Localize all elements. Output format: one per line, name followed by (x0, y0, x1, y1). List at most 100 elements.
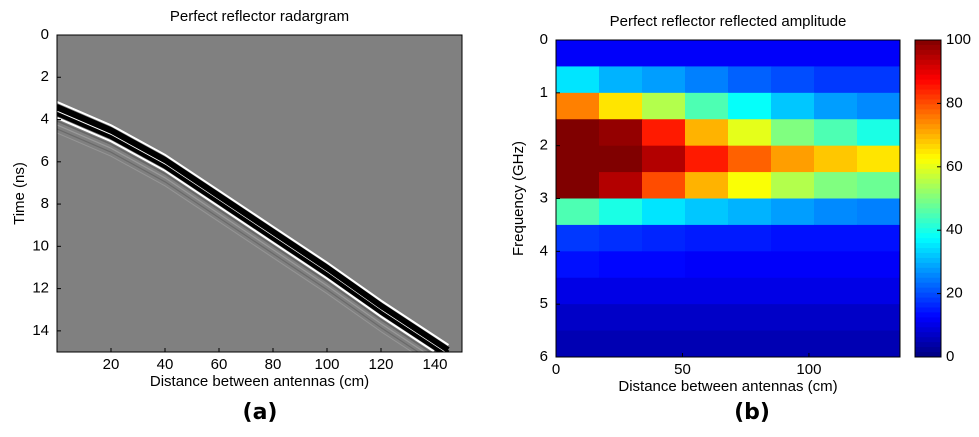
heat-cell (771, 92, 815, 120)
colorbar-step (915, 287, 941, 294)
y-tick-label: 6 (41, 153, 49, 170)
colorbar-step (915, 153, 941, 160)
y-tick-label: 2 (540, 137, 548, 154)
colorbar-step (915, 317, 941, 323)
heat-cell (857, 119, 901, 147)
colorbar-step (915, 322, 941, 328)
colorbar-step (915, 74, 941, 81)
colorbar-step (915, 302, 941, 308)
heat-cell (556, 145, 600, 173)
colorbar-step (915, 94, 941, 100)
heat-cell (685, 330, 729, 358)
heat-cell (642, 40, 686, 67)
reflection-band (57, 128, 420, 352)
heat-cell (599, 172, 643, 199)
heat-cell (857, 40, 901, 67)
image-background (57, 35, 462, 352)
heat-cell (556, 172, 600, 199)
heat-cell (857, 277, 901, 305)
colorbar-step (915, 40, 941, 46)
heat-cell (857, 251, 901, 279)
colorbar-step (915, 89, 941, 95)
reflection-band (57, 117, 437, 352)
heat-cell (857, 224, 901, 252)
heat-cell (642, 198, 686, 226)
heat-cell (599, 92, 643, 120)
heat-cell (685, 277, 729, 305)
colorbar-step (915, 144, 941, 150)
reflection-band (57, 124, 426, 352)
colorbar-step (915, 342, 941, 348)
colorbar-step (915, 248, 941, 254)
heat-cell (642, 330, 686, 358)
y-tick-label: 1 (540, 84, 548, 101)
heat-cell (685, 198, 729, 226)
colorbar-step (915, 292, 941, 299)
reflection-band (57, 132, 413, 352)
heat-cell (728, 277, 772, 305)
y-tick-label: 6 (540, 348, 548, 365)
x-tick-label: 50 (674, 361, 691, 378)
colorbar-step (915, 332, 941, 338)
y-tick-label: 14 (32, 322, 49, 339)
colorbar-step (915, 139, 941, 145)
colorbar-step (915, 188, 941, 195)
heat-cell (556, 40, 600, 67)
colorbar-step (915, 148, 941, 155)
colorbar-step (915, 158, 941, 165)
heat-cell (771, 330, 815, 358)
heat-cell (857, 66, 901, 94)
colorbar-step (915, 99, 941, 105)
heat-cell (814, 198, 858, 226)
reflection-band (57, 104, 450, 351)
chart-title: Perfect reflector reflected amplitude (610, 13, 847, 30)
colorbar-step (915, 267, 941, 274)
y-tick-label: 12 (32, 280, 49, 297)
heat-cell (814, 119, 858, 147)
y-tick-label: 2 (41, 68, 49, 85)
heat-cell (599, 66, 643, 94)
colorbar-step (915, 327, 941, 333)
y-tick-label: 8 (41, 195, 49, 212)
heat-cell (599, 330, 643, 358)
heat-cell (685, 145, 729, 173)
colorbar-step (915, 163, 941, 170)
heat-cell (771, 304, 815, 332)
x-tick-label: 40 (157, 356, 174, 373)
x-tick-label: 140 (422, 356, 447, 373)
colorbar-step (915, 347, 941, 353)
heat-cell (814, 251, 858, 279)
reflection-band (57, 112, 445, 352)
axes-frame (56, 34, 463, 353)
heat-cell (814, 330, 858, 358)
heat-cell (642, 119, 686, 147)
colorbar-step (915, 262, 941, 269)
heat-cell (685, 119, 729, 147)
y-tick-label: 4 (41, 111, 49, 128)
heat-cell (599, 145, 643, 173)
colorbar-step (915, 168, 941, 175)
colorbar-step (915, 109, 941, 115)
colorbar-tick-label: 40 (946, 221, 963, 238)
heat-cell (599, 277, 643, 305)
heat-cell (814, 277, 858, 305)
heat-cell (599, 198, 643, 226)
colorbar-step (915, 272, 941, 279)
colorbar-step (915, 233, 941, 239)
heat-cell (556, 224, 600, 252)
colorbar-step (915, 252, 941, 259)
reflection-band (57, 101, 450, 346)
colorbar-frame (914, 39, 942, 358)
chart-title: Perfect reflector radargram (170, 8, 349, 25)
heat-cell (857, 145, 901, 173)
y-tick-label: 4 (540, 242, 548, 259)
heat-cell (642, 92, 686, 120)
heat-cell (599, 251, 643, 279)
colorbar-step (915, 114, 941, 120)
reflection-band (57, 120, 432, 352)
y-tick-label: 0 (540, 31, 548, 48)
heat-cell (599, 224, 643, 252)
heat-cell (771, 119, 815, 147)
colorbar-tick-label: 0 (946, 348, 954, 365)
